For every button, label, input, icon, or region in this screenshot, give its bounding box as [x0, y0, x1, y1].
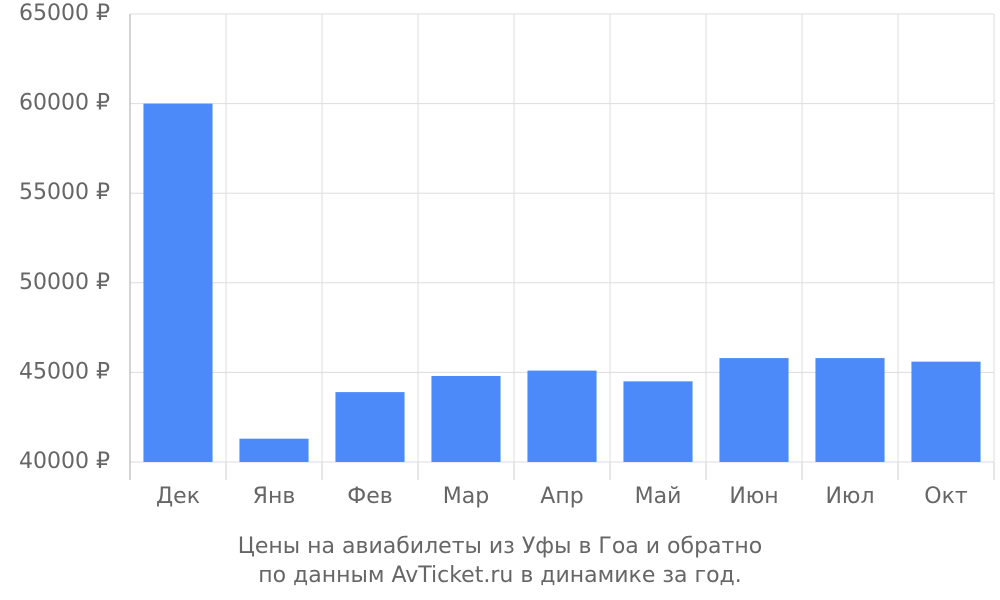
- x-tick-label: Июл: [825, 484, 874, 509]
- chart-subtitle: по данным AvTicket.ru в динамике за год.: [258, 563, 742, 588]
- x-tick-label: Фев: [347, 484, 392, 509]
- bar: [431, 375, 501, 462]
- bar: [527, 370, 597, 462]
- y-tick-label: 65000 ₽: [19, 1, 110, 26]
- bar: [719, 358, 789, 462]
- bar: [911, 361, 981, 462]
- bar: [335, 392, 405, 462]
- x-tick-label: Май: [635, 484, 682, 509]
- bar: [239, 438, 309, 462]
- x-tick-label: Дек: [156, 484, 200, 509]
- y-tick-label: 50000 ₽: [19, 270, 110, 295]
- x-tick-label: Июн: [729, 484, 778, 509]
- bar: [623, 381, 693, 462]
- y-tick-label: 45000 ₽: [19, 359, 110, 384]
- x-tick-label: Мар: [443, 484, 489, 509]
- x-tick-label: Окт: [924, 484, 968, 509]
- bar: [143, 103, 213, 462]
- x-tick-label: Апр: [540, 484, 583, 509]
- y-tick-label: 55000 ₽: [19, 180, 110, 205]
- y-tick-label: 60000 ₽: [19, 91, 110, 116]
- y-tick-label: 40000 ₽: [19, 449, 110, 474]
- chart-title: Цены на авиабилеты из Уфы в Гоа и обратн…: [238, 534, 762, 559]
- x-tick-label: Янв: [253, 484, 296, 509]
- bar: [815, 358, 885, 462]
